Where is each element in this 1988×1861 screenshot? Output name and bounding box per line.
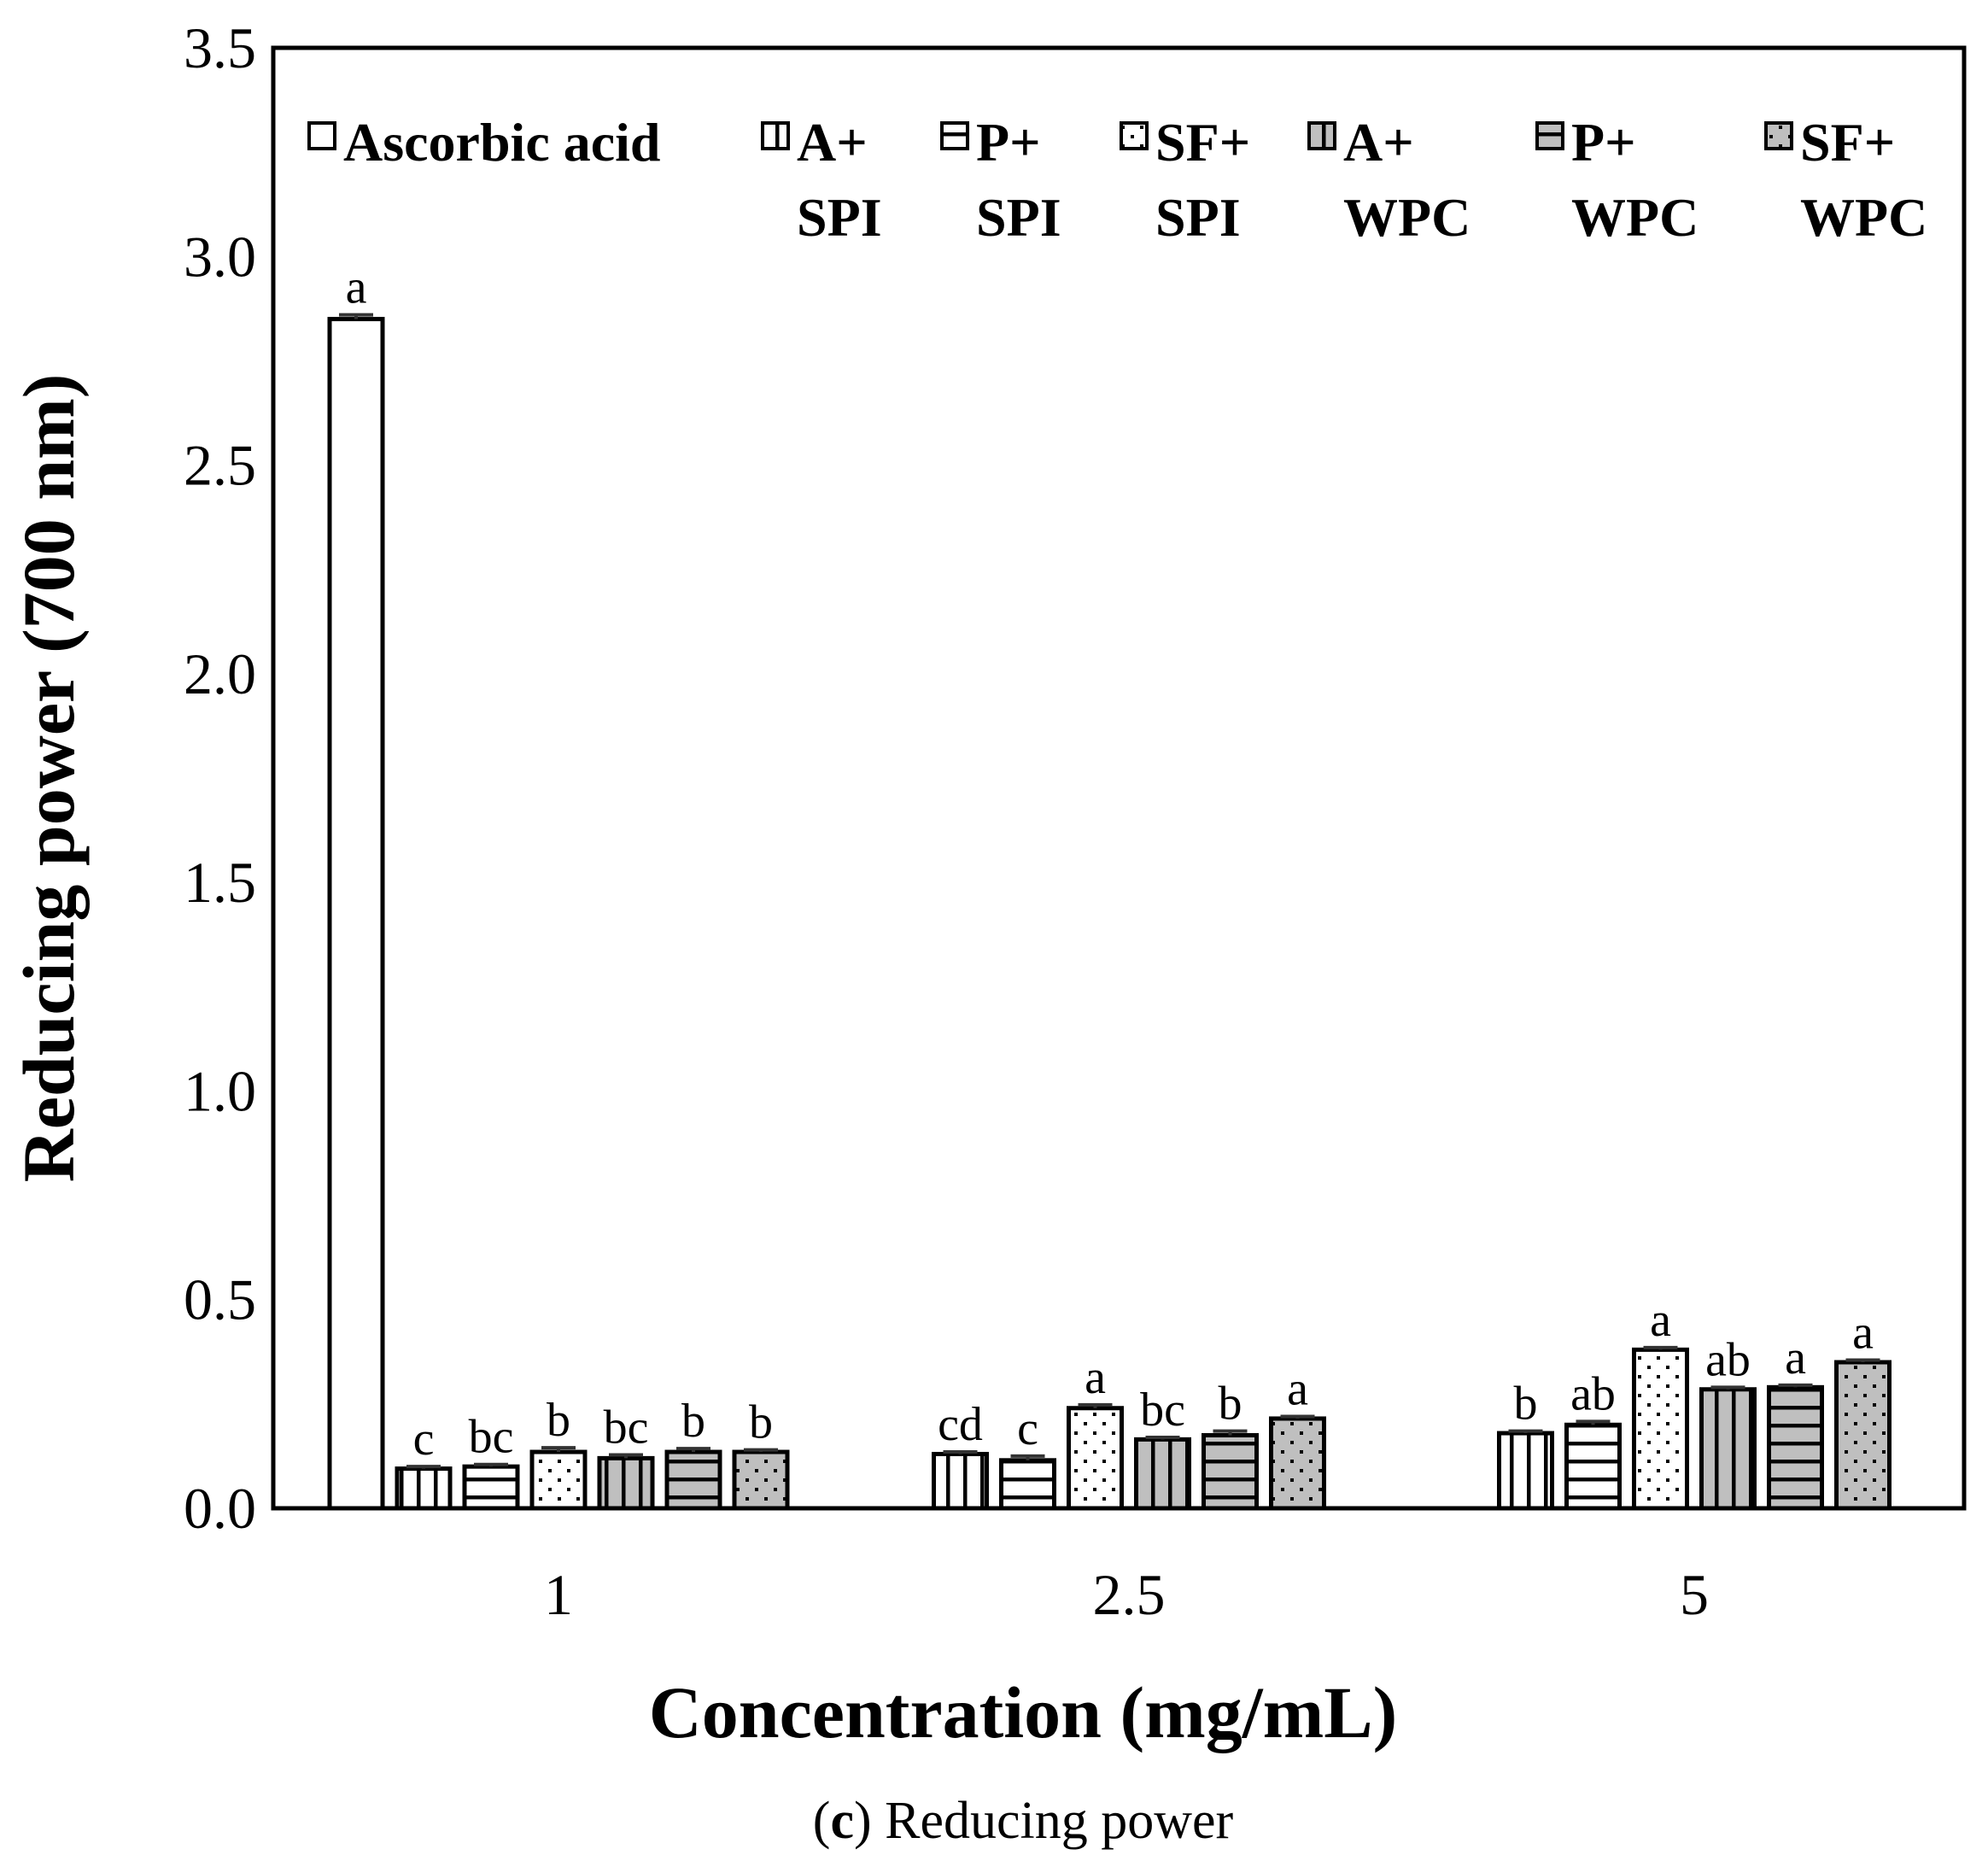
legend-item: Ascorbic acid xyxy=(307,112,661,173)
significance-letter: b xyxy=(547,1394,570,1447)
bar xyxy=(1497,1431,1554,1511)
bar xyxy=(597,1455,655,1511)
bar xyxy=(1564,1422,1622,1511)
bar xyxy=(999,1458,1056,1511)
y-tick-label: 1.5 xyxy=(184,850,256,915)
caption-text: Reducing power xyxy=(885,1792,1233,1850)
significance-letter: c xyxy=(413,1413,435,1466)
significance-letter: cd xyxy=(938,1398,983,1451)
legend-swatch xyxy=(761,121,790,150)
significance-letter: b xyxy=(1219,1378,1242,1431)
legend-label: WPC xyxy=(1800,187,1927,248)
bar xyxy=(395,1466,453,1511)
legend: Ascorbic acid A+SPIP+SPISF+SPIA+WPCP+WPCS… xyxy=(307,112,1927,248)
bar xyxy=(462,1464,520,1511)
figure-caption: (c) Reducing power xyxy=(813,1792,1234,1850)
bar xyxy=(1134,1437,1191,1511)
legend-item: A+ WPC xyxy=(1307,112,1471,248)
y-tick-label: 3.5 xyxy=(184,15,256,80)
bar xyxy=(732,1449,790,1511)
significance-letter: c xyxy=(1017,1402,1038,1455)
bar xyxy=(1834,1360,1892,1511)
significance-letter: b xyxy=(681,1395,705,1448)
bar xyxy=(529,1449,588,1511)
legend-swatch xyxy=(940,121,969,150)
significance-letter: ab xyxy=(1705,1333,1751,1386)
legend-item: P+ WPC xyxy=(1535,112,1699,248)
y-tick-label: 0.5 xyxy=(184,1267,256,1332)
y-axis-ticks: 0.0 0.5 1.0 1.5 2.0 2.5 3.0 3.5 xyxy=(184,15,256,1541)
legend-label: A+ xyxy=(797,112,868,173)
x-axis-title: Concentration (mg/mL) xyxy=(649,1671,1398,1753)
legend-swatch xyxy=(1307,121,1336,150)
legend-label: P+ xyxy=(1571,112,1636,173)
legend-swatch xyxy=(1120,121,1149,150)
significance-letter: bc xyxy=(604,1401,649,1454)
y-axis-title: Reducing power (700 nm) xyxy=(8,374,90,1183)
y-tick-label: 2.5 xyxy=(184,433,256,498)
significance-letter: a xyxy=(1852,1307,1874,1360)
y-tick-label: 2.0 xyxy=(184,641,256,706)
significance-letter: a xyxy=(1085,1351,1106,1404)
x-tick-label: 5 xyxy=(1680,1562,1709,1627)
legend-label: WPC xyxy=(1571,187,1699,248)
legend-swatch xyxy=(1535,121,1564,150)
significance-letter: ab xyxy=(1570,1367,1616,1420)
legend-item: A+ SPI xyxy=(761,112,882,248)
bar xyxy=(1632,1347,1689,1511)
bar-group-1: ac bc b bc b b xyxy=(327,261,790,1511)
legend-label: A+ xyxy=(1343,112,1414,173)
legend-label: SPI xyxy=(1155,187,1241,248)
x-tick-label: 2.5 xyxy=(1093,1562,1166,1627)
legend-label: SPI xyxy=(797,187,882,248)
significance-letter: b xyxy=(1514,1378,1538,1431)
significance-letter: a xyxy=(1785,1331,1806,1384)
x-axis-ticks: 1 2.5 5 xyxy=(544,1562,1709,1627)
bar xyxy=(1269,1416,1326,1511)
y-tick-label: 3.0 xyxy=(184,224,256,289)
legend-item: SF+ WPC xyxy=(1764,112,1927,248)
x-tick-label: 1 xyxy=(544,1562,573,1627)
legend-swatch xyxy=(307,121,336,150)
legend-label: Ascorbic acid xyxy=(343,112,661,173)
bar xyxy=(1767,1384,1824,1511)
legend-label: SPI xyxy=(976,187,1061,248)
y-tick-label: 0.0 xyxy=(184,1476,256,1541)
significance-letter: a xyxy=(1287,1363,1308,1416)
significance-letter: a xyxy=(346,261,367,314)
bar xyxy=(1202,1433,1259,1511)
caption-label: c xyxy=(830,1792,854,1850)
significance-letter: bc xyxy=(1140,1384,1185,1437)
significance-letter: a xyxy=(1650,1294,1671,1347)
caption-open-paren: ( xyxy=(813,1792,831,1850)
legend-item: P+ SPI xyxy=(940,112,1061,248)
legend-item: SF+ SPI xyxy=(1120,112,1250,248)
significance-letter: bc xyxy=(469,1411,514,1464)
bar xyxy=(932,1451,989,1511)
legend-label: WPC xyxy=(1343,187,1471,248)
bar xyxy=(327,317,385,1511)
legend-swatch xyxy=(1764,121,1793,150)
legend-label: SF+ xyxy=(1155,112,1250,173)
bar xyxy=(1699,1387,1757,1511)
legend-label: SF+ xyxy=(1800,112,1895,173)
plot-frame xyxy=(271,45,1967,1511)
y-tick-label: 1.0 xyxy=(184,1058,256,1123)
bar xyxy=(664,1449,722,1511)
legend-label: P+ xyxy=(976,112,1041,173)
significance-letter: b xyxy=(749,1396,773,1449)
bar xyxy=(1067,1406,1124,1511)
caption-close-paren: ) xyxy=(854,1792,885,1850)
